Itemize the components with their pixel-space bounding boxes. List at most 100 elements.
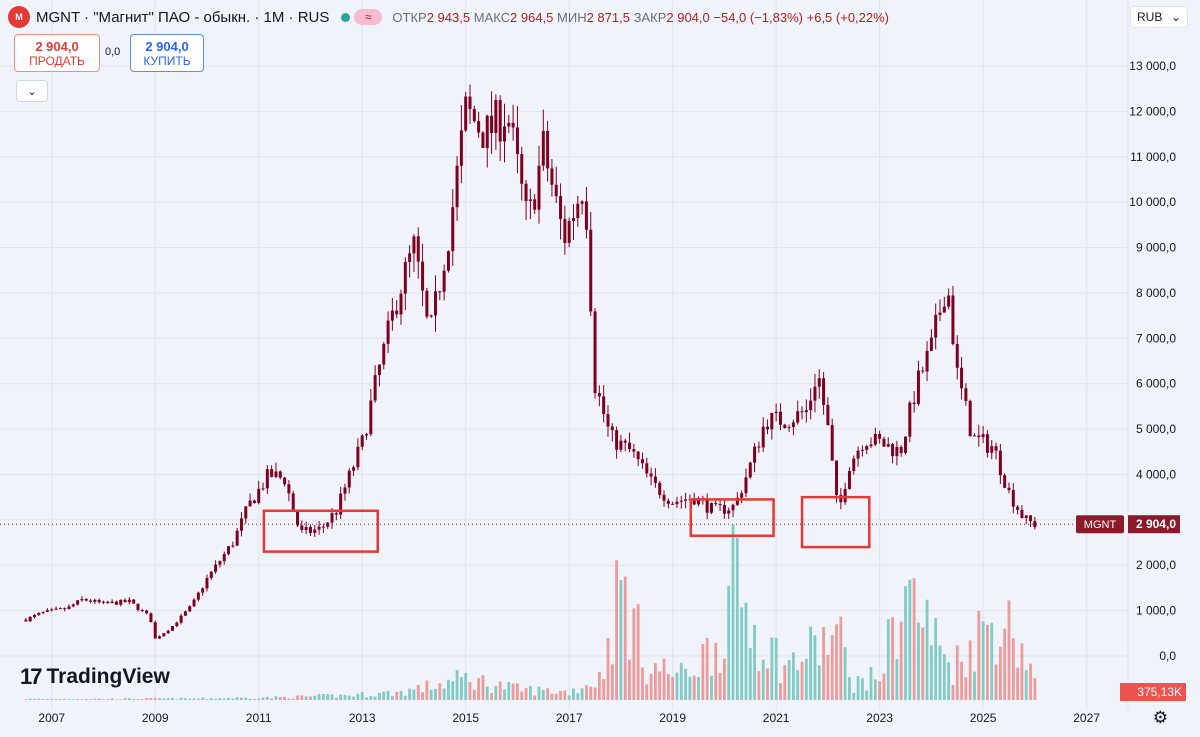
candle-body [300,525,304,531]
candle-body [520,154,524,184]
volume-bar [610,664,614,700]
volume-bar [296,695,299,700]
candle-body [593,311,597,393]
volume-bar [334,697,338,700]
candle-body [1029,515,1033,522]
volume-bar [873,679,877,700]
volume-bar [839,616,843,700]
time-axis[interactable]: 2007 2009 2011 2013 2015 2017 2019 2021 2023 2025… [38,711,1100,725]
candle-body [403,261,407,294]
volume-bar [960,661,963,700]
tradingview-logo[interactable]: 17 TradingView [20,664,170,690]
volume-bar [912,578,916,700]
y-tick-label: 12 000,0 [1129,104,1176,118]
volume-bar [710,675,713,700]
volume-bar [524,687,528,700]
change-value: −54,0 (−1,83%) [713,9,803,25]
candle-body [800,411,804,413]
gear-icon[interactable]: ⚙ [1152,708,1168,727]
candle-body [951,295,955,344]
candle-body [671,503,675,505]
currency-select[interactable]: RUB ⌄ [1130,6,1188,28]
data-status-pill[interactable]: ≈ [354,9,383,25]
candle-body [714,503,718,505]
volume-bar [878,681,882,700]
candle-body [313,529,317,533]
volume-bar [753,624,756,700]
candle-body [334,513,338,515]
volume-bar [93,698,97,700]
volume-bar [705,637,709,700]
volume-bar [33,698,36,700]
volume-bar [1016,667,1020,700]
volume-bar [41,698,45,700]
volume-bar [214,698,217,700]
volume-bar [822,627,825,700]
volume-bar [830,635,834,700]
price-axis[interactable]: 13 000,0 12 000,0 11 000,0 10 000,0 9 000,0 8… [1129,59,1176,663]
volume-bar [434,689,437,700]
candle-body [640,459,644,464]
volume-bar [235,697,239,700]
candle-body [412,236,416,254]
candle-body [847,470,851,489]
candle-body [990,446,994,453]
volume-bar [645,684,649,700]
volume-bar [955,645,959,700]
volume-bar [723,658,726,700]
candle-body [32,614,36,618]
candle-body [731,504,735,511]
x-tick-label: 2019 [659,711,686,725]
highlight-boxes [262,495,871,553]
candle-body [50,609,54,611]
candle-body [356,446,360,468]
candle-body [231,545,235,547]
volume-bar [1033,678,1037,700]
candle-body [37,612,41,615]
volume-bar [54,699,58,700]
candle-body [554,184,558,197]
candle-body [270,469,274,477]
candle-body [968,400,972,437]
candle-body [628,442,632,450]
candle-body [507,122,511,127]
collapse-legend-button[interactable]: ⌄ [16,80,48,102]
candle-body [84,598,88,601]
candle-body [434,291,438,316]
symbol-title[interactable]: MGNT · "Магнит" ПАО - обыкн. · 1M · RUS [36,8,330,26]
candle-body [408,253,412,262]
buy-price: 2 904,0 [145,38,189,54]
volume-bar [149,698,153,700]
volume-bar [783,665,787,700]
volume-bar [533,695,537,700]
volume-bar [184,698,187,700]
candle-body [770,412,774,430]
volume-bar [76,699,80,700]
candle-body [878,433,882,439]
volume-bar [998,646,1002,700]
x-tick-label: 2017 [556,711,583,725]
candle-body [442,270,446,292]
volume-bar [602,679,606,700]
volume-bar [619,580,623,700]
candle-body [774,411,778,413]
volume-bar [390,696,394,700]
volume-bar [964,677,968,700]
x-tick-label: 2007 [38,711,65,725]
buy-button[interactable]: 2 904,0 КУПИТЬ [130,34,204,72]
axis-tags: MGNT 2 904,0 375,13K [1076,515,1186,701]
volume-bar [321,693,325,700]
candle-body [589,229,593,312]
volume-bar [253,699,256,700]
tradingview-mark-icon: 17 [20,664,43,689]
open-label: ОТКР [392,9,427,25]
candle-body [619,440,623,450]
sell-button[interactable]: 2 904,0 ПРОДАТЬ [14,34,100,72]
volume-bar [766,668,769,700]
volume-bar [63,698,67,700]
candle-body [153,622,157,639]
candle-body [783,424,787,429]
volume-bar [1020,643,1024,700]
y-tick-label: 10 000,0 [1129,195,1176,209]
